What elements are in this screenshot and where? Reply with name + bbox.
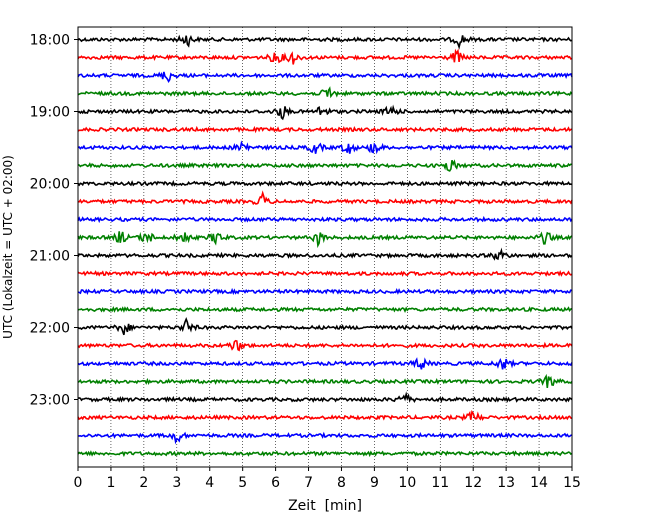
y-tick-label: 21:00: [30, 249, 70, 265]
x-axis-label: Zeit [min]: [288, 498, 362, 514]
y-tick-label: 19:00: [30, 105, 70, 121]
trace-2230: [77, 357, 573, 370]
x-tick-label: 12: [464, 475, 482, 491]
x-tick-label: 5: [238, 475, 247, 491]
trace-2115: [77, 270, 573, 277]
y-axis-label: UTC (Lokalzeit = UTC + 02:00): [1, 155, 15, 339]
plot-background: [78, 27, 572, 467]
x-axis-ticks: 0 1 2 3 4 5 6 7 8 9 10 11 12 13 14 15: [74, 467, 581, 491]
trace-2030: [77, 215, 573, 224]
trace-1915: [77, 125, 573, 134]
x-tick-label: 3: [172, 475, 181, 491]
trace-2100: [77, 247, 573, 261]
x-tick-label: 14: [530, 475, 548, 491]
x-tick-label: 1: [106, 475, 115, 491]
trace-2130: [77, 287, 573, 296]
trace-2300: [77, 391, 573, 404]
x-tick-label: 4: [205, 475, 214, 491]
x-tick-label: 2: [139, 475, 148, 491]
x-tick-label: 7: [304, 475, 313, 491]
trace-2315: [77, 409, 573, 422]
x-tick-label: 15: [563, 475, 581, 491]
x-tick-label: 6: [271, 475, 280, 491]
trace-1845: [77, 86, 573, 99]
x-tick-label: 11: [431, 475, 449, 491]
x-tick-label: 0: [74, 475, 83, 491]
trace-1800: [77, 34, 573, 50]
trace-1930: [77, 140, 573, 155]
trace-2145: [77, 305, 573, 314]
y-tick-label: 23:00: [30, 393, 70, 409]
trace-2345: [77, 450, 573, 458]
plot-frame: [77, 26, 573, 468]
trace-1945: [77, 159, 572, 172]
trace-2200: [77, 317, 573, 336]
trace-2000: [77, 179, 573, 187]
trace-1815: [77, 48, 573, 65]
x-tick-label: 10: [398, 475, 416, 491]
y-tick-label: 20:00: [30, 177, 70, 193]
x-tick-label: 9: [370, 475, 379, 491]
trace-2330: [78, 431, 573, 445]
y-tick-label: 22:00: [30, 321, 70, 337]
seismic-traces: [77, 34, 573, 458]
trace-2245: [77, 373, 573, 388]
trace-1900: [77, 104, 573, 121]
trace-2045: [77, 231, 573, 249]
y-axis-ticks: 18:00 19:00 20:00 21:00 22:00 23:00: [30, 33, 78, 409]
trace-1830: [77, 71, 573, 83]
x-tick-label: 13: [497, 475, 515, 491]
grid-lines: [110, 27, 540, 467]
trace-2215: [77, 339, 573, 352]
trace-2015: [77, 190, 573, 206]
x-tick-label: 8: [337, 475, 346, 491]
y-tick-label: 18:00: [30, 33, 70, 49]
